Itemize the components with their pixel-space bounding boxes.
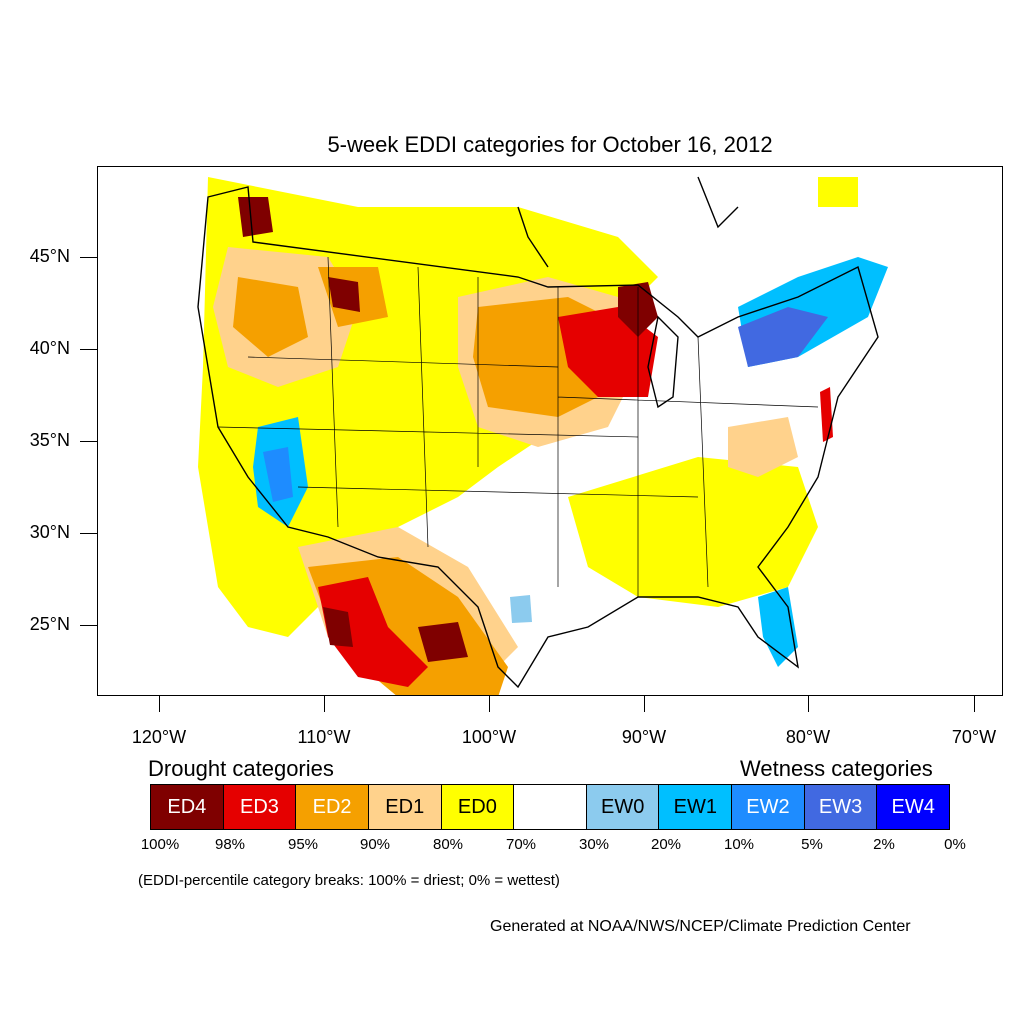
lon-label-90w: 90°W bbox=[621, 727, 667, 747]
lat-tick bbox=[80, 441, 97, 442]
break-label: 100% bbox=[140, 836, 180, 853]
lat-tick bbox=[80, 625, 97, 626]
lon-tick bbox=[644, 696, 645, 712]
legend-swatch-ed4: ED4 bbox=[151, 785, 224, 829]
lon-tick bbox=[489, 696, 490, 712]
eddi-map bbox=[197, 176, 888, 695]
lat-label-45n: 45°N bbox=[29, 246, 70, 266]
wetness-fields bbox=[253, 257, 888, 667]
lat-tick bbox=[80, 533, 97, 534]
break-label: 70% bbox=[505, 836, 537, 853]
break-label: 0% bbox=[944, 836, 966, 853]
ed0-field-southeast bbox=[568, 457, 818, 607]
lon-label-80w: 80°W bbox=[785, 727, 831, 747]
ed4-field-mexico bbox=[323, 607, 353, 647]
break-label: 2% bbox=[873, 836, 895, 853]
lon-tick bbox=[808, 696, 809, 712]
legend-label: ED2 bbox=[312, 795, 352, 818]
michigan-outline bbox=[647, 315, 679, 409]
ed3-field-northeast-coast bbox=[820, 387, 833, 442]
lon-tick bbox=[159, 696, 160, 712]
us-outline bbox=[197, 186, 879, 689]
state-lines bbox=[217, 256, 819, 597]
break-label: 80% bbox=[432, 836, 464, 853]
legend-swatch-ed3: ED3 bbox=[223, 785, 297, 829]
boundaries bbox=[197, 176, 879, 689]
lat-label-40n: 40°N bbox=[29, 338, 70, 358]
category-break-note: (EDDI-percentile category breaks: 100% =… bbox=[138, 872, 560, 889]
break-label: 10% bbox=[723, 836, 755, 853]
lon-label-70w: 70°W bbox=[951, 727, 997, 747]
canada-coast bbox=[517, 176, 739, 268]
lon-label-100w: 100°W bbox=[461, 727, 517, 747]
ed4-field-montana bbox=[328, 277, 360, 312]
legend-label: ED1 bbox=[385, 795, 425, 818]
break-label: 30% bbox=[578, 836, 610, 853]
legend-label: EW2 bbox=[746, 795, 790, 818]
legend-label: ED0 bbox=[457, 795, 497, 818]
legend-swatch-ew4: EW4 bbox=[877, 785, 950, 829]
drought-fields bbox=[198, 177, 858, 695]
legend-label: EW0 bbox=[600, 795, 645, 818]
map-title: 5-week EDDI categories for October 16, 2… bbox=[327, 132, 773, 157]
legend-label: ED3 bbox=[240, 795, 279, 818]
break-label: 90% bbox=[359, 836, 391, 853]
legend-swatch-ed0: ED0 bbox=[441, 785, 515, 829]
ed0-field-canada bbox=[818, 177, 858, 207]
lon-label-120w: 120°W bbox=[131, 727, 187, 747]
legend-label: ED4 bbox=[167, 795, 207, 818]
legend-swatch-ew1: EW1 bbox=[659, 785, 733, 829]
lon-tick bbox=[974, 696, 975, 712]
legend-colorbar: ED4 ED3 ED2 ED1 ED0 EW0 EW1 EW2 EW3 EW4 bbox=[150, 784, 950, 830]
ed4-field-texas-border bbox=[418, 622, 468, 662]
break-label: 95% bbox=[287, 836, 319, 853]
legend-swatch-ew2: EW2 bbox=[732, 785, 805, 829]
legend-swatch-ew0: EW0 bbox=[586, 785, 660, 829]
map-panel bbox=[97, 166, 1003, 696]
ew3-field-northeast bbox=[738, 307, 828, 367]
lat-label-35n: 35°N bbox=[29, 430, 70, 450]
legend-label: EW1 bbox=[673, 795, 717, 818]
ed3-field-mexico bbox=[318, 577, 428, 687]
lat-tick bbox=[80, 349, 97, 350]
lat-tick bbox=[80, 257, 97, 258]
ed2-field-northwest bbox=[233, 277, 308, 357]
legend-swatch-ed2: ED2 bbox=[296, 785, 369, 829]
lat-label-30n: 30°N bbox=[29, 522, 70, 542]
lat-label-25n: 25°N bbox=[29, 614, 70, 634]
legend-label: EW3 bbox=[818, 795, 863, 818]
wetness-categories-heading: Wetness categories bbox=[740, 756, 933, 781]
credit-line: Generated at NOAA/NWS/NCEP/Climate Predi… bbox=[490, 918, 911, 935]
ew2-field-great-basin bbox=[263, 447, 293, 502]
break-label: 20% bbox=[650, 836, 682, 853]
legend-swatch-ed1: ED1 bbox=[368, 785, 442, 829]
lon-tick bbox=[324, 696, 325, 712]
ed1-field-appalachia bbox=[728, 417, 798, 477]
lon-label-110w: 110°W bbox=[297, 727, 351, 747]
ed4-field-washington bbox=[238, 197, 273, 237]
legend-swatch-ew3: EW3 bbox=[804, 785, 878, 829]
break-label: 5% bbox=[801, 836, 823, 853]
break-label: 98% bbox=[214, 836, 246, 853]
drought-categories-heading: Drought categories bbox=[148, 756, 334, 781]
ew0-field-texas bbox=[510, 595, 532, 623]
legend-swatch-normal bbox=[514, 785, 587, 829]
legend-label: EW4 bbox=[891, 795, 935, 818]
